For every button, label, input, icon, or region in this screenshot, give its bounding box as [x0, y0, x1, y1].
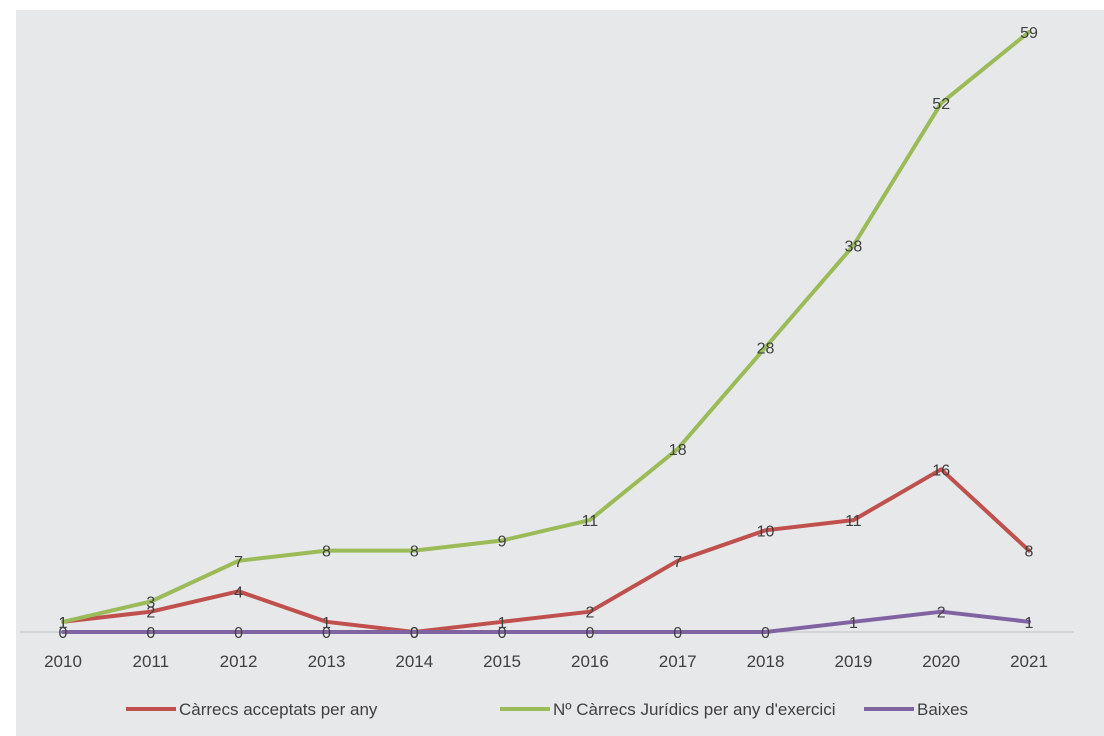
data-label: 11: [582, 513, 599, 530]
data-label: 0: [585, 625, 594, 642]
data-label: 1: [322, 615, 331, 632]
series-line-2: [61, 609, 1031, 634]
data-label: 7: [673, 554, 682, 571]
data-label: 16: [932, 462, 950, 479]
data-label: 1: [849, 615, 858, 632]
data-label: 0: [322, 625, 331, 642]
x-tick-label: 2019: [834, 652, 872, 671]
data-label: 0: [498, 625, 507, 642]
x-tick-label: 2017: [659, 652, 697, 671]
data-label: 0: [146, 625, 155, 642]
data-label: 0: [234, 625, 243, 642]
x-tick-label: 2012: [220, 652, 258, 671]
data-label: 1: [498, 615, 507, 632]
legend-label: Nº Càrrecs Jurídics per any d'exercici: [553, 700, 835, 719]
data-label: 0: [410, 625, 419, 642]
data-label: 2: [146, 605, 155, 622]
legend: Càrrecs acceptats per any Nº Càrrecs Jurí…: [126, 700, 968, 719]
data-label: 38: [845, 239, 863, 256]
data-label: 3: [146, 595, 155, 612]
x-tick-label: 2016: [571, 652, 609, 671]
data-label: 8: [322, 544, 331, 561]
data-label: 8: [410, 544, 419, 561]
data-label: 4: [234, 584, 243, 601]
data-label: 59: [1020, 25, 1038, 42]
legend-label: Càrrecs acceptats per any: [179, 700, 378, 719]
x-tick-label: 2014: [395, 652, 433, 671]
data-label: 0: [59, 625, 68, 642]
data-label: 2: [937, 605, 946, 622]
series-line-1: [61, 30, 1031, 624]
data-label: 18: [669, 442, 687, 459]
data-label: 10: [757, 523, 775, 540]
data-label: 0: [410, 625, 419, 642]
data-label: 52: [932, 96, 950, 113]
series-lines: [61, 30, 1031, 634]
data-label: 28: [757, 340, 775, 357]
x-tick-label: 2011: [133, 652, 170, 671]
data-label: 2: [585, 605, 594, 622]
x-tick-label: 2010: [44, 652, 82, 671]
x-tick-label: 2015: [483, 652, 521, 671]
data-label: 0: [673, 625, 682, 642]
legend-label: Baixes: [917, 700, 968, 719]
data-label: 7: [234, 554, 243, 571]
chart-background: 1 2 4 1 0 1 2 7 10 11 16 8 1 3 7 8 8 9 11 18 28 38 52 59 0 0 0 0 0 0 0…: [16, 10, 1104, 736]
data-label: 0: [761, 625, 770, 642]
data-label: 11: [845, 513, 862, 530]
x-tick-label: 2018: [747, 652, 785, 671]
x-tick-label: 2013: [308, 652, 346, 671]
data-label: 1: [59, 615, 68, 632]
x-tick-label: 2020: [922, 652, 960, 671]
data-label: 1: [59, 615, 68, 632]
x-tick-label: 2021: [1010, 652, 1048, 671]
series-line-0: [61, 467, 1031, 634]
data-label: 1: [1025, 615, 1034, 632]
data-label: 9: [498, 534, 507, 551]
data-label: 8: [1025, 544, 1034, 561]
x-tick-labels: 2010 2011 2012 2013 2014 2015 2016 2017 2018 2019…: [44, 652, 1048, 671]
